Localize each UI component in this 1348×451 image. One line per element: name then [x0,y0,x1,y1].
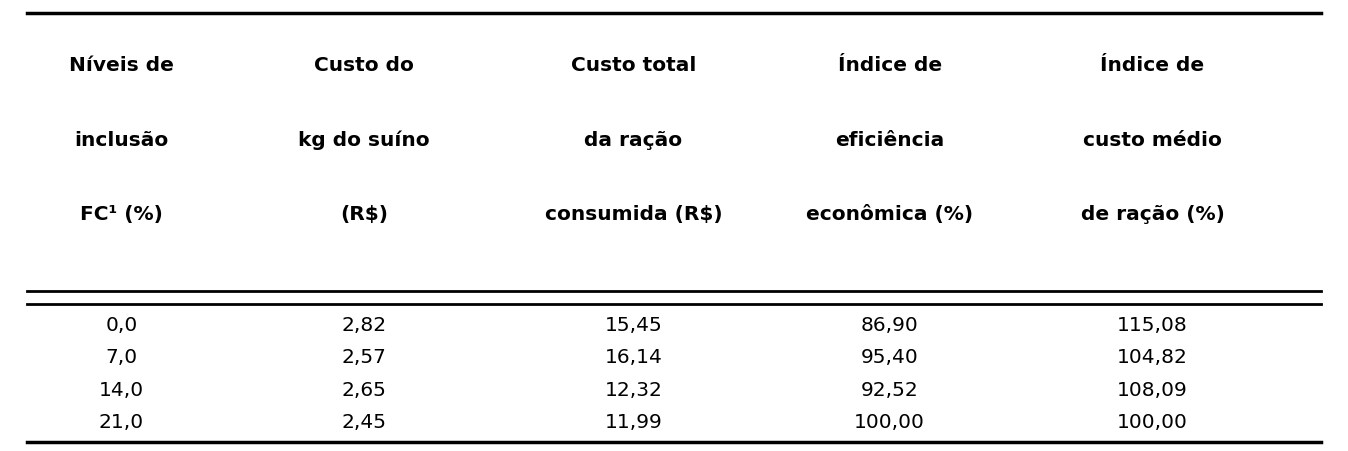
Text: Índice de: Índice de [1100,56,1205,75]
Text: inclusão: inclusão [74,130,168,149]
Text: 100,00: 100,00 [855,412,925,431]
Text: 86,90: 86,90 [861,316,918,335]
Text: (R$): (R$) [340,205,388,224]
Text: eficiência: eficiência [834,130,945,149]
Text: 2,82: 2,82 [341,316,387,335]
Text: 100,00: 100,00 [1117,412,1188,431]
Text: 0,0: 0,0 [105,316,137,335]
Text: 12,32: 12,32 [605,380,662,399]
Text: de ração (%): de ração (%) [1081,205,1224,224]
Text: 2,45: 2,45 [341,412,387,431]
Text: 2,65: 2,65 [341,380,387,399]
Text: da ração: da ração [585,130,682,149]
Text: 108,09: 108,09 [1117,380,1188,399]
Text: Níveis de: Níveis de [69,56,174,75]
Text: 92,52: 92,52 [861,380,918,399]
Text: 104,82: 104,82 [1117,348,1188,367]
Text: kg do suíno: kg do suíno [298,130,430,150]
Text: consumida (R$): consumida (R$) [545,205,723,224]
Text: 21,0: 21,0 [98,412,144,431]
Text: 95,40: 95,40 [861,348,918,367]
Text: 115,08: 115,08 [1117,316,1188,335]
Text: Custo do: Custo do [314,56,414,75]
Text: 7,0: 7,0 [105,348,137,367]
Text: 16,14: 16,14 [605,348,662,367]
Text: 15,45: 15,45 [605,316,662,335]
Text: 11,99: 11,99 [605,412,662,431]
Text: 14,0: 14,0 [98,380,144,399]
Text: econômica (%): econômica (%) [806,205,973,224]
Text: Custo total: Custo total [570,56,697,75]
Text: 2,57: 2,57 [341,348,387,367]
Text: custo médio: custo médio [1082,130,1223,149]
Text: Índice de: Índice de [837,56,942,75]
Text: FC¹ (%): FC¹ (%) [80,205,163,224]
